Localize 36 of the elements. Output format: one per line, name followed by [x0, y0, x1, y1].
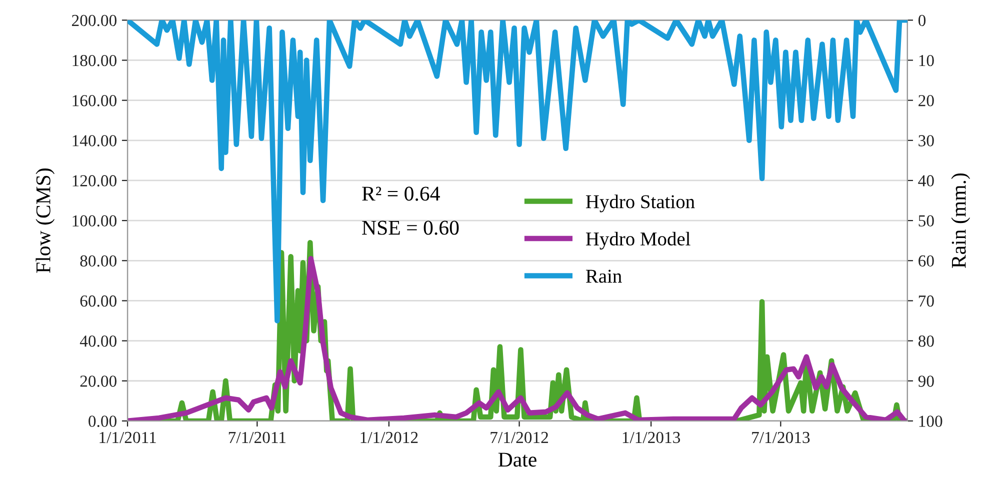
y-tick-label: 80.00 [80, 255, 116, 267]
annotation: R² = 0.64 [362, 186, 440, 201]
y2-tick-label: 10 [919, 54, 934, 66]
x-tick-label: 7/1/2013 [752, 432, 810, 444]
y-tick-label: 200.00 [72, 14, 116, 26]
y-tick-label: 140.00 [72, 135, 116, 146]
y2-tick-label: 90 [918, 376, 934, 387]
y-axis-title: Flow (CMS) [36, 168, 55, 273]
legend-label: Hydro Model [586, 232, 690, 250]
legend-label: Rain [586, 270, 622, 283]
y2-tick-label: 60 [918, 255, 934, 267]
y-tick-label: 20.00 [80, 376, 116, 387]
y-tick-label: 60.00 [80, 295, 116, 307]
y-tick-label: 40.00 [80, 336, 116, 347]
y2-tick-label: 80 [918, 336, 934, 347]
legend-label: Hydro Station [586, 194, 695, 212]
y2-tick-label: 40 [918, 175, 934, 186]
y-tick-label: 160.00 [72, 95, 116, 106]
y2-tick-label: 30 [918, 135, 934, 146]
y2-tick-label: 70 [918, 295, 934, 307]
y-tick-label: 120.00 [72, 175, 116, 186]
annotation: NSE = 0.60 [362, 220, 459, 235]
x-tick-label: 1/1/2013 [622, 432, 680, 444]
y2-axis-title: Rain (mm.) [951, 173, 970, 268]
y2-tick-label: 0 [918, 14, 926, 26]
y-tick-label: 0.00 [88, 416, 116, 427]
x-tick-label: 1/1/2012 [360, 432, 418, 444]
y-tick-label: 180.00 [72, 54, 116, 66]
x-tick-label: 7/1/2011 [228, 432, 286, 444]
y-tick-label: 100.00 [72, 215, 116, 227]
y2-tick-label: 100 [919, 416, 942, 427]
y2-tick-label: 50 [918, 215, 934, 227]
x-tick-label: 7/1/2012 [490, 432, 548, 444]
x-tick-label: 1/1/2011 [100, 432, 156, 444]
y2-tick-label: 20 [918, 95, 934, 106]
x-axis-title: Date [498, 452, 536, 467]
